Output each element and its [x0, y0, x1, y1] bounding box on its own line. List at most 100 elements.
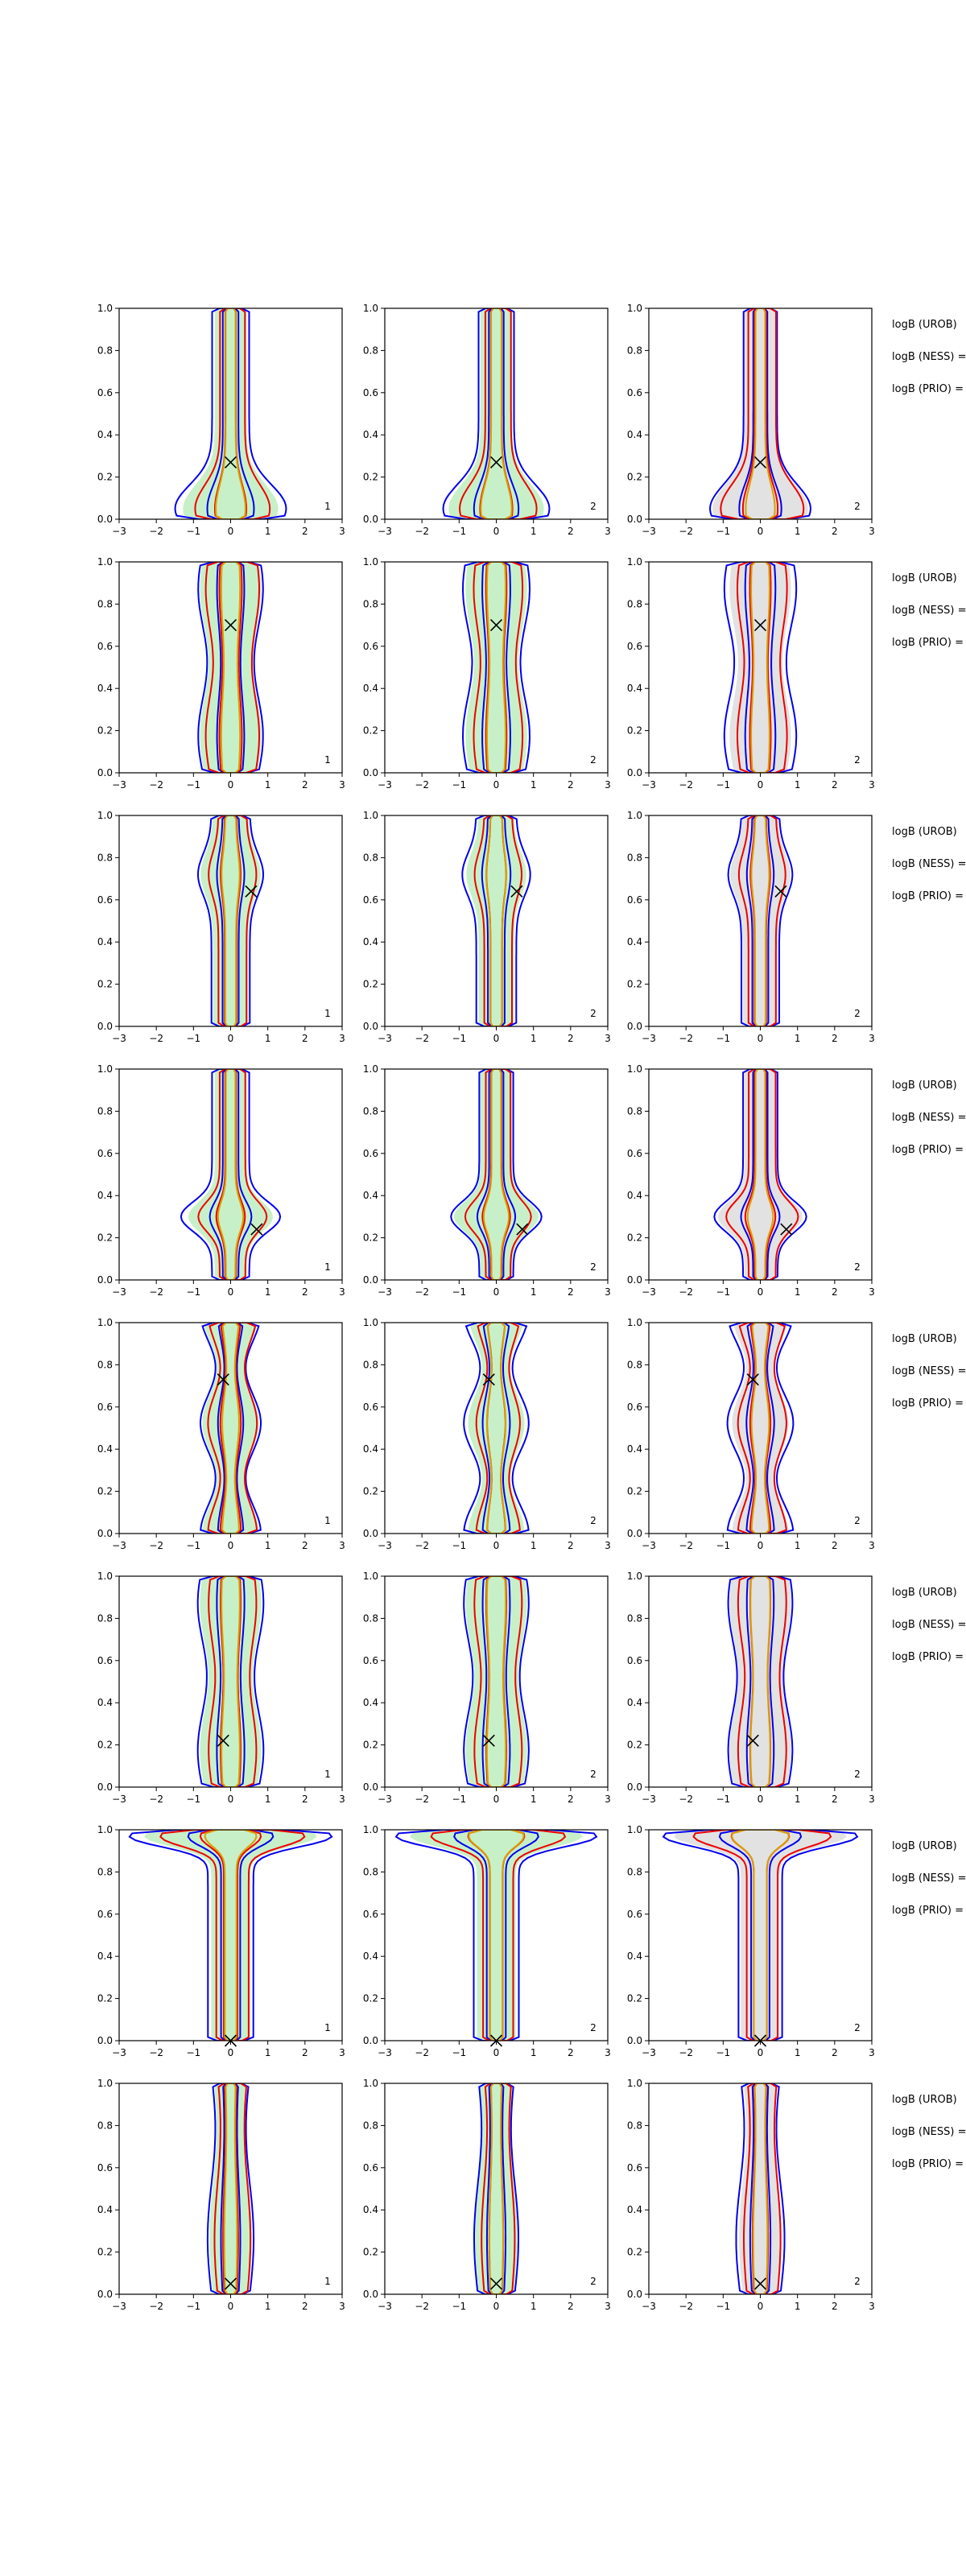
y-tick-label: 0.2 [363, 2247, 378, 2258]
y-tick-label: 1.0 [627, 303, 642, 314]
x-tick-label: −1 [716, 2047, 730, 2058]
true-value-marker [245, 885, 258, 898]
x-tick-label: 0 [758, 1540, 764, 1551]
y-tick-label: 0.0 [363, 1781, 378, 1793]
x-tick-label: 2 [568, 2047, 574, 2058]
y-tick-label: 0.0 [627, 767, 642, 778]
contour-inner-blue [216, 815, 246, 1026]
panel-r5-c1: −3 −2 −1 0 1 2 3 0.0 0.2 0.4 0.6 0.8 1.0 1 [97, 1317, 345, 1551]
contour-inner-blue [749, 2083, 772, 2294]
y-tick-label: 0.4 [97, 936, 113, 947]
y-tick-label: 0.0 [627, 1274, 642, 1286]
side-label: logB (NESS) = [892, 1872, 966, 1885]
panel-id-label: 2 [854, 501, 861, 512]
x-tick-label: 3 [869, 1794, 875, 1805]
y-tick-label: 1.0 [363, 1571, 378, 1582]
side-label: logB (NESS) = [892, 605, 966, 617]
side-label: logB (PRIO) = [892, 383, 964, 395]
x-tick-label: 3 [605, 1540, 611, 1551]
y-tick-label: 0.0 [97, 2035, 113, 2046]
row-side-labels: logB (UROB) logB (NESS) = logB (PRIO) = [892, 319, 966, 395]
contour-inner-blue [481, 1576, 511, 1787]
x-tick-label: 0 [493, 1794, 500, 1805]
x-tick-label: −1 [716, 526, 730, 537]
y-tick-label: 0.8 [627, 598, 642, 609]
x-tick-label: 3 [869, 1540, 875, 1551]
density-fill [183, 308, 279, 519]
panel-r6-c3: −3 −2 −1 0 1 2 3 0.0 0.2 0.4 0.6 0.8 1.0 2 [627, 1571, 875, 1805]
y-tick-label: 0.0 [363, 767, 378, 778]
side-label: logB (UROB) [892, 1080, 957, 1092]
true-value-marker [482, 1373, 495, 1386]
x-tick-label: −1 [452, 526, 466, 537]
panel-id-label: 2 [590, 1769, 597, 1780]
x-tick-label: 0 [493, 779, 500, 791]
x-tick-label: −2 [149, 1540, 163, 1551]
contour-red [207, 1323, 258, 1534]
y-tick-label: 0.6 [627, 1402, 642, 1413]
side-label: logB (PRIO) = [892, 2158, 964, 2170]
contour-orange [468, 1830, 525, 2041]
row-side-labels: logB (UROB) logB (NESS) = logB (PRIO) = [892, 1080, 966, 1156]
y-tick-label: 0.0 [97, 514, 113, 525]
contour-red [464, 1069, 532, 1280]
y-tick-label: 0.8 [97, 345, 113, 356]
x-tick-label: −3 [378, 526, 392, 537]
x-tick-label: −1 [186, 1794, 200, 1805]
y-tick-label: 0.6 [627, 2162, 642, 2174]
x-tick-label: 3 [339, 1794, 345, 1805]
x-tick-label: 3 [605, 526, 611, 537]
x-tick-label: −2 [679, 779, 693, 791]
x-tick-label: −3 [378, 2047, 392, 2058]
y-tick-label: 0.0 [363, 1021, 378, 1032]
y-tick-label: 0.6 [97, 894, 113, 906]
x-tick-label: 2 [568, 2301, 574, 2312]
x-tick-label: −3 [378, 1794, 392, 1805]
x-tick-label: 1 [530, 1540, 537, 1551]
x-tick-label: 3 [869, 2047, 875, 2058]
panel-r6-c2: −3 −2 −1 0 1 2 3 0.0 0.2 0.4 0.6 0.8 1.0 2 [363, 1571, 611, 1805]
x-tick-label: 1 [795, 1540, 801, 1551]
true-value-marker [753, 619, 767, 632]
y-tick-label: 0.8 [627, 345, 642, 356]
y-tick-label: 0.2 [97, 1740, 113, 1751]
density-fill [465, 562, 527, 773]
contour-blue [196, 1576, 265, 1787]
y-tick-label: 1.0 [97, 2078, 113, 2089]
x-tick-label: 3 [869, 2301, 875, 2312]
true-value-marker [489, 456, 503, 469]
x-tick-label: −2 [415, 1033, 429, 1044]
x-tick-label: 3 [869, 1286, 875, 1298]
x-tick-label: 2 [568, 1540, 574, 1551]
y-tick-label: 0.0 [97, 1781, 113, 1793]
y-tick-label: 0.0 [363, 1274, 378, 1286]
contour-inner-blue [476, 1069, 517, 1280]
y-tick-label: 0.8 [97, 1612, 113, 1624]
x-tick-label: 1 [795, 779, 801, 791]
contour-red [473, 815, 523, 1026]
y-tick-label: 1.0 [97, 556, 113, 568]
side-label: logB (NESS) = [892, 2126, 966, 2138]
x-tick-label: −2 [679, 2047, 693, 2058]
contour-inner-blue [740, 1069, 781, 1280]
panel-r8-c3: −3 −2 −1 0 1 2 3 0.0 0.2 0.4 0.6 0.8 1.0 2 [627, 2078, 875, 2312]
panel-r8-c2: −3 −2 −1 0 1 2 3 0.0 0.2 0.4 0.6 0.8 1.0 2 [363, 2078, 611, 2312]
side-label: logB (UROB) [892, 1840, 957, 1852]
contour-red [213, 2083, 252, 2294]
panel-r2-c1: −3 −2 −1 0 1 2 3 0.0 0.2 0.4 0.6 0.8 1.0 1 [97, 556, 345, 791]
contour-orange [221, 815, 241, 1026]
y-tick-label: 0.4 [97, 683, 113, 694]
x-tick-label: 0 [228, 2047, 234, 2058]
y-tick-label: 0.2 [627, 725, 642, 737]
y-tick-label: 1.0 [363, 303, 378, 314]
contour-inner-blue [718, 1830, 803, 2041]
y-tick-label: 0.4 [97, 1697, 113, 1708]
contour-blue [727, 815, 794, 1026]
density-fill [144, 1830, 317, 2041]
x-tick-label: −3 [642, 1286, 656, 1298]
true-value-marker [746, 1373, 759, 1386]
x-tick-label: 2 [832, 2047, 838, 2058]
y-tick-label: 0.2 [97, 1993, 113, 2004]
y-tick-label: 0.2 [363, 979, 378, 990]
contour-red [725, 1069, 799, 1280]
